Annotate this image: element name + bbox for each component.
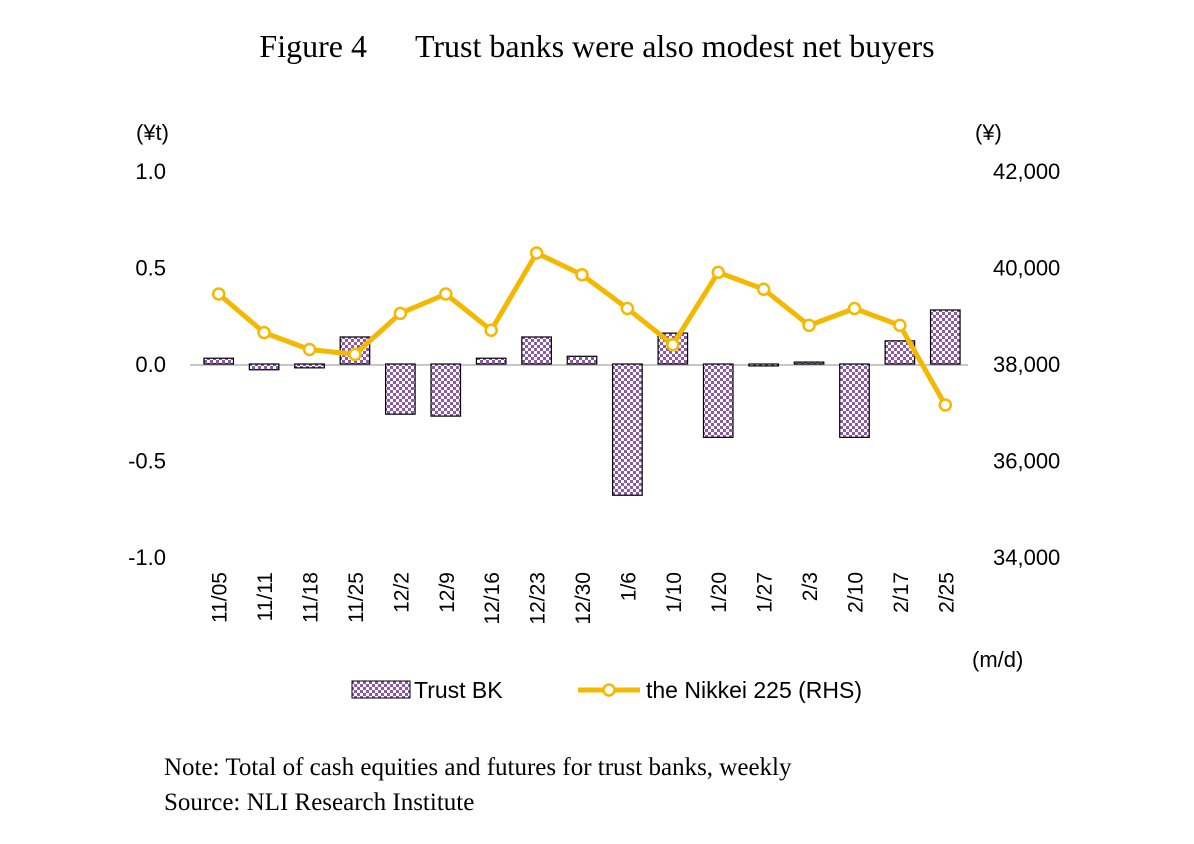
trust-bk-bar <box>430 363 462 417</box>
figure-title: Figure 4 Trust banks were also modest net… <box>0 28 1194 65</box>
legend-label-nikkei: the Nikkei 225 (RHS) <box>646 677 862 703</box>
nikkei-point <box>257 325 271 340</box>
left-tick-label: -1.0 <box>128 545 166 570</box>
x-tick-label: 2/17 <box>890 572 913 613</box>
nikkei-point <box>756 282 771 296</box>
note-text: Note: Total of cash equities and futures… <box>164 754 792 781</box>
chart: (¥t) (¥) 1.0 0.5 0.0 -0.5 -1.0 42,000 40,000 3… <box>128 120 1060 703</box>
right-tick-label: 34,000 <box>993 545 1060 570</box>
right-axis-unit: (¥) <box>975 120 1002 145</box>
right-axis-ticks: 42,000 40,000 38,000 36,000 34,000 <box>993 159 1060 570</box>
x-tick-label: 11/11 <box>254 572 277 621</box>
trust-bk-bar <box>203 357 235 365</box>
nikkei-point <box>529 246 544 260</box>
x-tick-label: 1/20 <box>708 572 731 613</box>
x-tick-label: 1/6 <box>617 572 640 601</box>
x-tick-label: 12/30 <box>572 572 595 625</box>
trust-bk-bar <box>702 363 734 438</box>
trust-bk-bar <box>748 363 780 367</box>
nikkei-point <box>302 342 317 357</box>
trust-bk-bar <box>384 363 416 415</box>
x-tick-label: 2/10 <box>844 572 867 613</box>
left-axis-unit: (¥t) <box>136 120 169 145</box>
legend-label-trust-bk: Trust BK <box>414 677 503 703</box>
left-tick-label: -0.5 <box>128 449 166 474</box>
right-tick-label: 38,000 <box>993 352 1060 377</box>
trust-bk-bar <box>566 355 598 365</box>
x-tick-label: 12/16 <box>481 572 504 625</box>
legend: Trust BK the Nikkei 225 (RHS) <box>351 677 862 703</box>
trust-bk-bar <box>248 363 280 371</box>
notes: Note: Total of cash equities and futures… <box>164 750 792 820</box>
x-tick-label: 1/27 <box>754 572 777 613</box>
left-axis-ticks: 1.0 0.5 0.0 -0.5 -1.0 <box>128 159 166 570</box>
nikkei-point <box>393 306 408 321</box>
x-tick-label: 11/25 <box>345 572 368 623</box>
right-tick-label: 36,000 <box>993 449 1060 474</box>
figure-title-text: Trust banks were also modest net buyers <box>414 28 935 64</box>
left-tick-label: 0.5 <box>135 256 166 281</box>
source-text: Source: NLI Research Institute <box>164 789 475 816</box>
nikkei-point <box>211 287 226 301</box>
left-tick-label: 0.0 <box>135 352 166 377</box>
x-tick-label: 2/3 <box>799 572 822 601</box>
nikkei-point <box>847 301 862 316</box>
x-tick-label: 12/23 <box>527 572 550 625</box>
trust-bk-bars <box>203 309 961 496</box>
x-tick-label: 1/10 <box>663 572 686 613</box>
x-tick-label: 11/05 <box>209 572 232 623</box>
x-axis-ticks: 11/05 11/11 11/18 11/25 12/2 12/9 12/16 12/23 12… <box>209 572 959 625</box>
nikkei-point <box>620 301 635 316</box>
x-axis-unit: (m/d) <box>972 647 1023 672</box>
nikkei-point <box>711 265 725 280</box>
left-tick-label: 1.0 <box>135 159 166 184</box>
nikkei-point <box>348 347 362 362</box>
right-tick-label: 40,000 <box>993 256 1060 281</box>
legend-marker-nikkei <box>602 683 616 697</box>
x-tick-label: 12/9 <box>436 572 459 613</box>
nikkei-points <box>211 246 953 412</box>
nikkei-point <box>938 398 953 412</box>
x-tick-label: 12/2 <box>390 572 413 613</box>
x-tick-label: 11/18 <box>300 572 323 623</box>
nikkei-point <box>575 267 589 282</box>
x-tick-label: 2/25 <box>935 572 958 613</box>
nikkei-point <box>439 287 453 301</box>
nikkei-point <box>666 337 680 352</box>
legend-swatch-trust-bk <box>351 680 411 699</box>
trust-bk-bar <box>521 336 552 365</box>
nikkei-point <box>802 318 816 333</box>
figure-number: Figure 4 <box>259 28 367 64</box>
nikkei-point <box>893 318 907 333</box>
trust-bk-bar <box>612 363 643 496</box>
trust-bk-bar <box>839 363 870 438</box>
trust-bk-bar <box>793 361 825 365</box>
trust-bk-bar <box>294 363 325 369</box>
right-tick-label: 42,000 <box>993 159 1060 184</box>
trust-bk-bar <box>929 309 961 365</box>
trust-bk-bar <box>475 357 507 365</box>
nikkei-point <box>484 323 498 337</box>
